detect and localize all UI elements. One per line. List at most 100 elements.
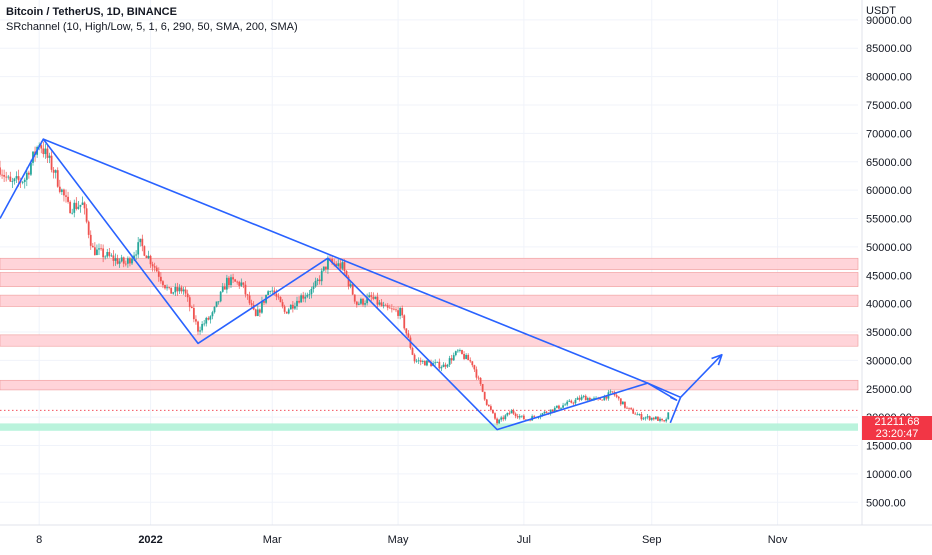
candle-body: [283, 306, 286, 312]
candle-body: [314, 280, 317, 287]
candle-body: [355, 301, 358, 305]
candle-body: [469, 360, 472, 362]
candle-body: [617, 396, 620, 399]
candle-body: [370, 295, 373, 297]
candle-body: [304, 296, 307, 299]
candle-body: [141, 238, 144, 247]
candle-body: [126, 258, 129, 264]
candle-body: [599, 398, 602, 400]
candle-body: [624, 401, 626, 408]
candle-body: [659, 418, 661, 421]
candle-body: [500, 417, 503, 420]
candle-body: [390, 308, 393, 310]
candle-body: [558, 405, 560, 409]
candle-body: [333, 262, 336, 264]
time-tick-label: 2022: [138, 534, 162, 546]
candle-body: [104, 256, 107, 258]
candle-body: [89, 234, 92, 246]
candle-body: [190, 307, 193, 309]
candle-body: [368, 295, 371, 298]
candle-body: [349, 284, 352, 287]
candle-body: [632, 409, 635, 414]
candle-body: [201, 324, 204, 331]
candle-body: [341, 262, 344, 269]
candle-body: [405, 328, 408, 334]
candle-body: [248, 295, 251, 304]
candle-body: [504, 415, 507, 420]
candle-body: [657, 416, 659, 421]
symbol-title[interactable]: Bitcoin / TetherUS, 1D, BINANCE: [6, 6, 177, 18]
candle-body: [166, 287, 168, 289]
candle-body: [211, 312, 214, 317]
price-tick-label: 45000.00: [866, 270, 912, 282]
candle-body: [621, 401, 624, 405]
candle-body: [91, 245, 94, 248]
candle-body: [217, 301, 220, 303]
candle-body: [570, 400, 573, 403]
price-tick-label: 80000.00: [866, 72, 912, 84]
candle-body: [234, 279, 237, 282]
candle-body: [456, 350, 459, 352]
candle-body: [54, 170, 57, 173]
candle-body: [131, 258, 133, 264]
candle-body: [384, 304, 387, 306]
candle-body: [263, 301, 265, 303]
candle-body: [320, 270, 323, 282]
candle-body: [100, 248, 102, 250]
candle-body: [450, 358, 453, 361]
indicator-legend[interactable]: SRchannel (10, High/Low, 5, 1, 6, 290, 5…: [6, 21, 298, 33]
candle-body: [149, 255, 152, 265]
candle-body: [306, 294, 309, 297]
candle-body: [197, 321, 199, 332]
price-unit-label: USDT: [866, 5, 896, 17]
candle-body: [219, 291, 222, 302]
candle-body: [58, 186, 61, 192]
candle-body: [164, 285, 166, 289]
candle-body: [21, 181, 24, 183]
candle-body: [646, 416, 649, 418]
candle-body: [52, 169, 55, 173]
candle-body: [114, 258, 117, 261]
price-tick-label: 25000.00: [866, 384, 912, 396]
candle-body: [147, 255, 150, 259]
candle-body: [256, 309, 259, 316]
price-tick-label: 75000.00: [866, 100, 912, 112]
candle-body: [380, 302, 383, 306]
candle-body: [582, 395, 585, 397]
candle-body: [421, 361, 424, 362]
candle-body: [448, 358, 451, 365]
candle-body: [15, 176, 18, 179]
candle-body: [644, 417, 647, 419]
candle-body: [108, 252, 111, 256]
candle-body: [386, 305, 389, 308]
candle-body: [310, 288, 313, 295]
candle-body: [77, 206, 80, 209]
candle-body: [83, 202, 86, 209]
candle-body: [331, 258, 333, 263]
time-axis[interactable]: 8 2022 Mar May Jul Sep Nov: [36, 534, 788, 546]
candle-body: [372, 296, 375, 299]
candle-body: [1, 174, 3, 176]
candle-body: [221, 286, 224, 292]
candle-body: [628, 407, 630, 409]
candle-body: [543, 411, 546, 414]
candle-body: [199, 330, 201, 332]
candle-body: [242, 282, 245, 285]
candle-body: [574, 399, 577, 404]
candle-body: [467, 354, 470, 361]
candle-body: [471, 361, 474, 366]
candle-body: [205, 317, 208, 324]
candle-body: [576, 397, 579, 400]
candle-body: [444, 364, 447, 367]
candle-body: [339, 263, 342, 269]
candle-body: [615, 395, 618, 397]
candle-body: [102, 248, 105, 258]
candle-body: [298, 300, 300, 303]
price-tick-label: 70000.00: [866, 128, 912, 140]
candle-body: [463, 354, 465, 359]
candle-body: [357, 303, 360, 305]
resistance-zone: [0, 257, 859, 270]
price-tick-label: 40000.00: [866, 299, 912, 311]
